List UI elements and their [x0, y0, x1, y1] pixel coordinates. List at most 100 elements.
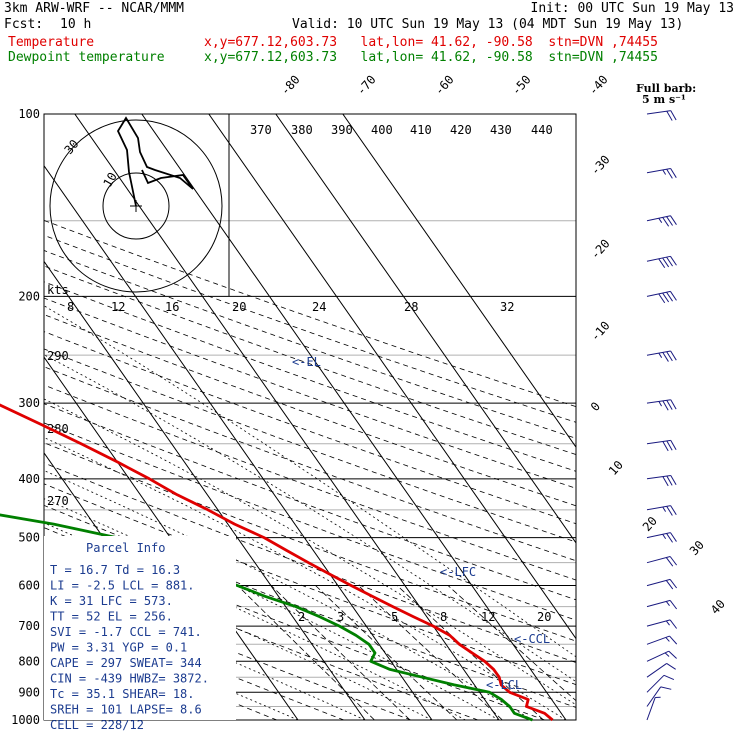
wind-barb-full — [662, 476, 669, 487]
theta-label: 430 — [490, 123, 512, 137]
theta-label: 440 — [531, 123, 553, 137]
wind-barb — [646, 505, 677, 516]
wind-barb-staff — [646, 635, 670, 645]
theta-label: 270 — [47, 494, 69, 508]
legend-dewpoint-info: x,y=677.12,603.73 lat,lon= 41.62, -90.58… — [204, 50, 658, 65]
isotherm-label: -40 — [586, 73, 611, 98]
wind-barb — [646, 674, 675, 693]
wind-barb-half — [664, 652, 670, 657]
mixing-ratio-line — [237, 585, 375, 720]
pressure-tick-label: 500 — [18, 531, 40, 545]
parcel-level-markers: <-EL <-LFC <-CCL <-LCL — [292, 355, 550, 692]
parcel-panel-background — [44, 536, 236, 720]
dry-adiabat — [44, 483, 576, 686]
valid-time: Valid: 10 UTC Sun 19 May 13 (04 MDT Sun … — [292, 17, 684, 32]
wind-barb — [646, 650, 677, 662]
wind-barb — [646, 290, 677, 304]
dry-adiabat — [44, 297, 576, 489]
isotherm-label: 30 — [687, 538, 707, 558]
wind-barb-full — [670, 168, 677, 178]
wind-barb-full — [666, 256, 673, 267]
wind-barb-half — [655, 696, 661, 698]
wind-barb — [646, 532, 677, 543]
pressure-tick-label: 800 — [18, 654, 40, 668]
hodograph-speed-tick: 20 — [232, 300, 246, 314]
wind-barb-full — [662, 400, 669, 411]
pressure-tick-label: 600 — [18, 579, 40, 593]
wind-barb-staff — [646, 532, 671, 539]
theta-label: 410 — [410, 123, 432, 137]
barb-legend-unit: 5 m s⁻¹ — [642, 93, 686, 106]
wind-barb-half — [665, 637, 670, 642]
parcel-row: CAPE = 297 SWEAT= 344 — [50, 656, 202, 670]
wind-barb-full — [669, 619, 678, 629]
hodograph-speed-tick: 28 — [404, 300, 418, 314]
wind-barb-full — [670, 291, 677, 301]
wind-barb-half — [658, 352, 663, 358]
wind-barb-full — [662, 217, 670, 227]
pressure-tick-label: 700 — [18, 619, 40, 633]
moist-adiabat — [44, 354, 576, 683]
wind-barb-full — [666, 440, 673, 451]
isotherm — [141, 114, 567, 720]
wind-barb-full — [658, 258, 666, 269]
wind-barb-full — [665, 580, 674, 590]
hodograph-speed-tick: 8 — [67, 300, 74, 314]
isotherm-label: -60 — [432, 73, 457, 98]
isotherm — [275, 114, 576, 544]
wind-barb — [646, 578, 678, 590]
wind-barb-half — [665, 620, 670, 626]
wind-barb-full — [666, 533, 673, 543]
wind-barb-full — [666, 168, 673, 179]
wind-barb-half — [665, 601, 670, 607]
pressure-tick-label: 900 — [18, 685, 40, 699]
model-title: 3km ARW-WRF -- NCAR/MMM — [4, 1, 185, 16]
pressure-tick-label: 1000 — [11, 713, 40, 727]
isotherm — [44, 164, 433, 720]
barb-legend-title: Full barb: — [636, 82, 697, 95]
wind-barb — [646, 599, 678, 610]
lfc-marker: <-LFC — [440, 565, 476, 579]
isotherm-label: -70 — [354, 73, 379, 98]
plot-frame — [43, 113, 577, 721]
ccl-marker: <-CCL — [514, 632, 550, 646]
dry-adiabat — [44, 250, 576, 439]
wind-barb-full — [658, 293, 666, 304]
hodograph-speed-tick: 16 — [165, 300, 179, 314]
wind-barb-full — [670, 505, 677, 516]
moist-adiabat — [44, 398, 576, 706]
moist-adiabat — [44, 470, 533, 720]
dry-adiabat — [44, 384, 576, 581]
wind-barb-half — [658, 217, 663, 223]
temperature-trace — [0, 403, 554, 722]
wind-barb — [646, 686, 672, 707]
wind-barb-full — [669, 556, 678, 566]
mixing-ratio-label: 12 — [481, 610, 495, 624]
theta-label: 390 — [331, 123, 353, 137]
dry-adiabat — [44, 314, 576, 507]
wind-barb — [646, 474, 677, 487]
wind-barb-full — [662, 441, 669, 452]
wind-barb-staff — [646, 650, 669, 662]
isotherm-label: -20 — [588, 237, 613, 262]
wind-barb — [646, 350, 677, 362]
isotherm-label: 10 — [606, 458, 626, 478]
theta-label: 280 — [47, 422, 69, 436]
hodograph: 10 30 kts 8 12 16 20 24 28 32 — [47, 114, 514, 314]
wind-barb — [646, 635, 678, 645]
wind-barb-full — [670, 475, 677, 486]
wind-barb-staff — [646, 663, 667, 678]
legend-temperature-label: Temperature — [8, 35, 95, 50]
wind-barb-full — [666, 216, 673, 226]
wind-barb-full — [666, 400, 673, 410]
wind-barb-full — [663, 674, 675, 681]
parcel-row: K = 31 LFC = 573. — [50, 594, 173, 608]
wind-barb-full — [666, 663, 676, 670]
pressure-tick-label: 400 — [18, 472, 40, 486]
moist-adiabat — [44, 305, 576, 658]
isotherm-label: -10 — [588, 319, 613, 344]
parcel-row: CIN = -439 HWBZ= 3872. — [50, 672, 209, 686]
isotherm — [44, 260, 366, 720]
wind-barb-full — [669, 600, 678, 610]
